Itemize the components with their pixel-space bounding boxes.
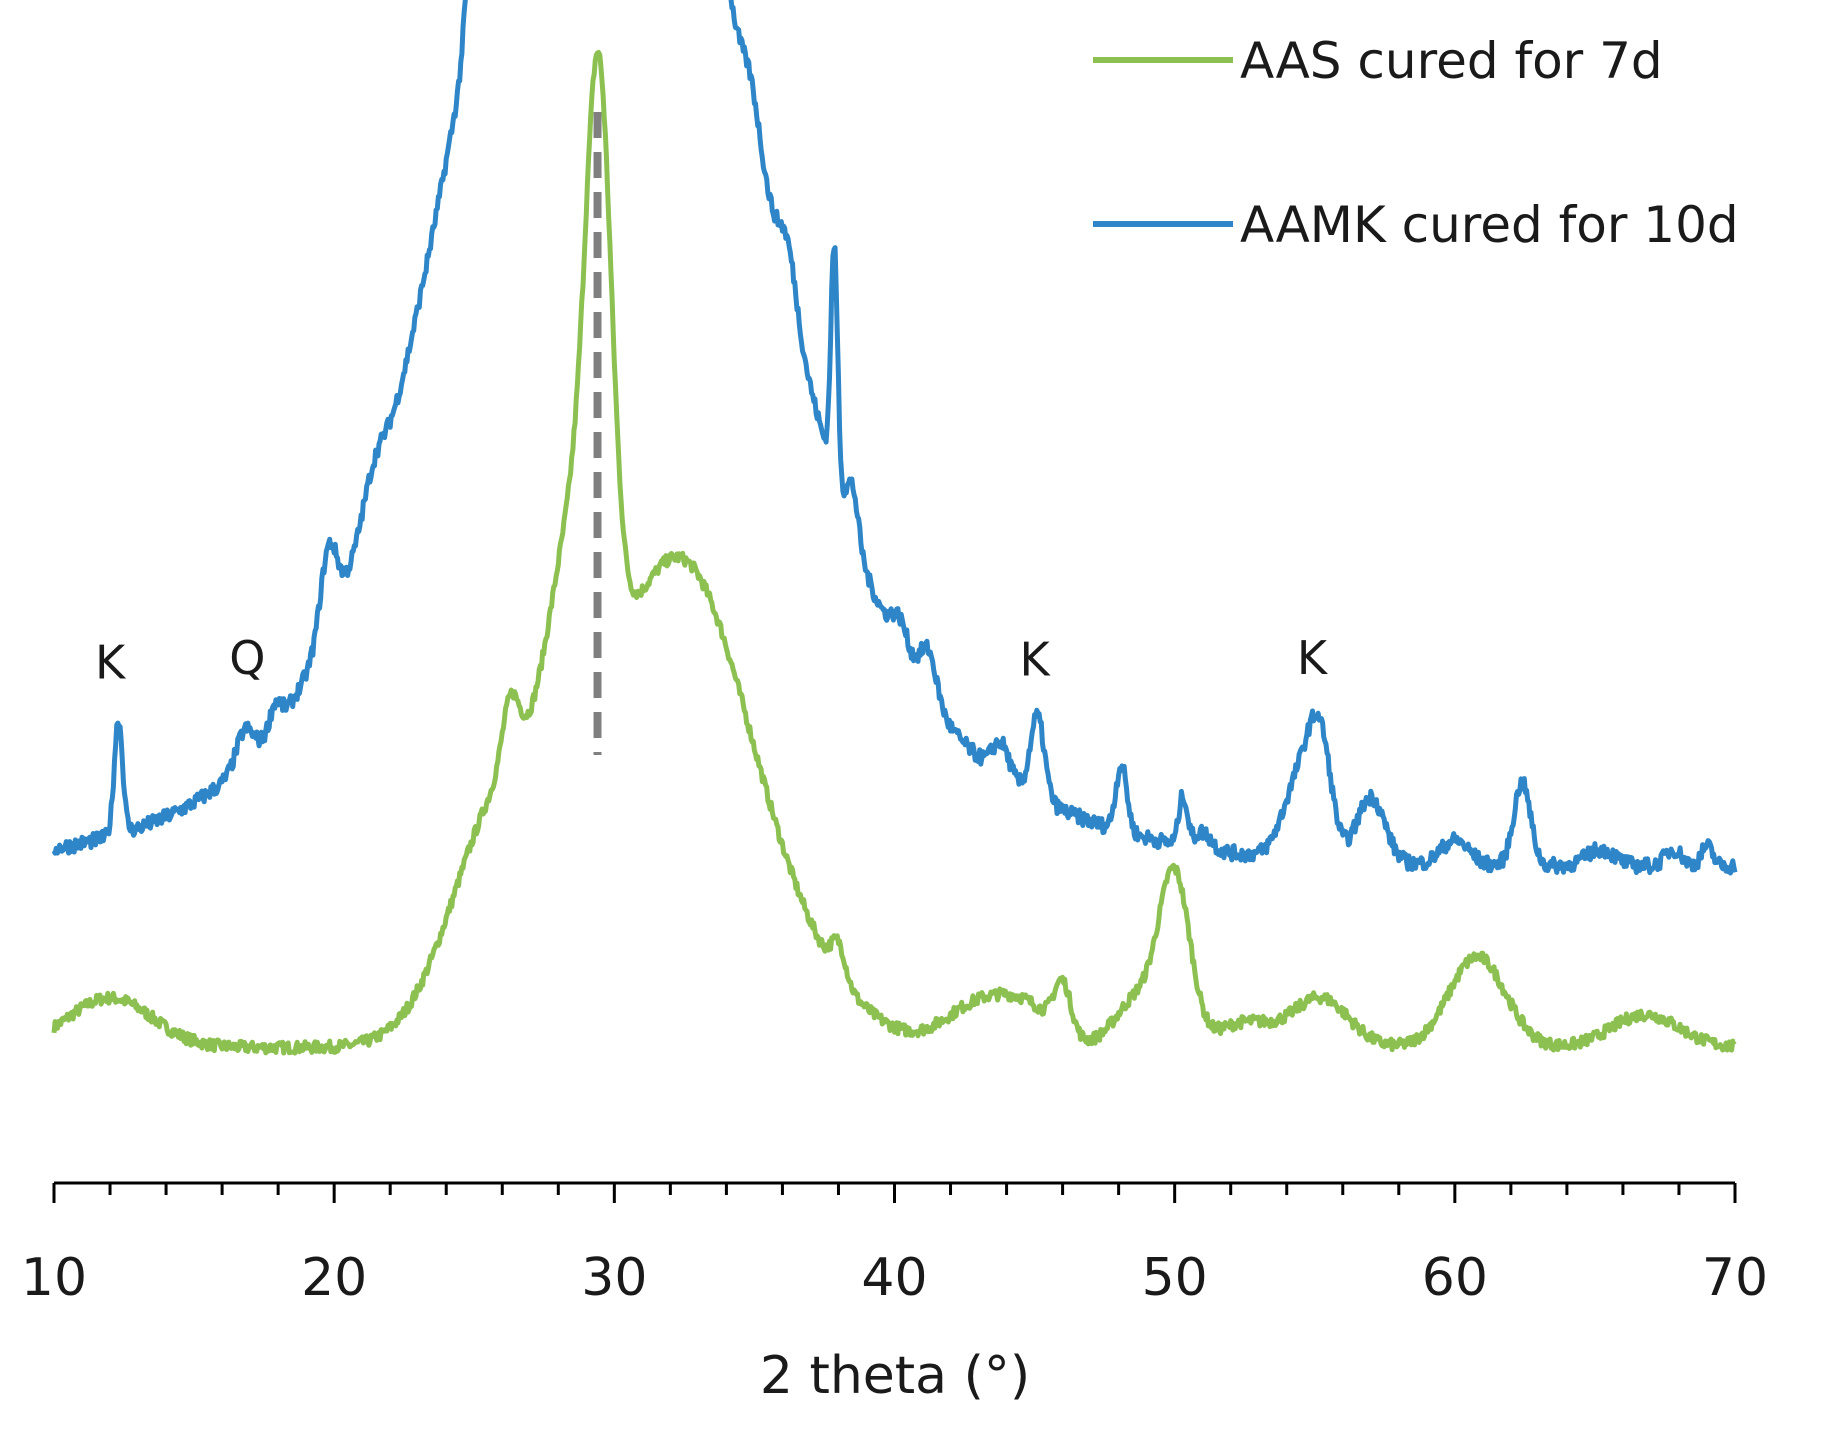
peak-label: Q (229, 631, 265, 685)
x-tick-label: 20 (301, 1248, 367, 1308)
series-line-1 (51, 0, 1738, 876)
x-axis-ticks: 10 20 30 40 50 60 70 (21, 1183, 1768, 1308)
x-tick-label: 50 (1142, 1248, 1208, 1308)
series-group (51, 0, 1738, 1056)
legend: AAS cured for 7d AAMK cured for 10d (1093, 32, 1739, 254)
peak-label: K (1019, 633, 1051, 687)
x-tick-label: 70 (1702, 1248, 1768, 1308)
x-tick-label: 40 (861, 1248, 927, 1308)
x-tick-label: 30 (581, 1248, 647, 1308)
peak-annotations: KQMQSKKK (95, 631, 1329, 690)
legend-label-0: AAS cured for 7d (1240, 32, 1663, 90)
x-tick-label: 10 (21, 1248, 87, 1308)
legend-label-1: AAMK cured for 10d (1240, 196, 1739, 254)
x-axis-title: 2 theta (°) (760, 1346, 1030, 1406)
peak-label: K (1297, 631, 1329, 685)
x-tick-label: 60 (1422, 1248, 1488, 1308)
peak-label: K (95, 636, 127, 690)
series-line-0 (51, 49, 1737, 1056)
